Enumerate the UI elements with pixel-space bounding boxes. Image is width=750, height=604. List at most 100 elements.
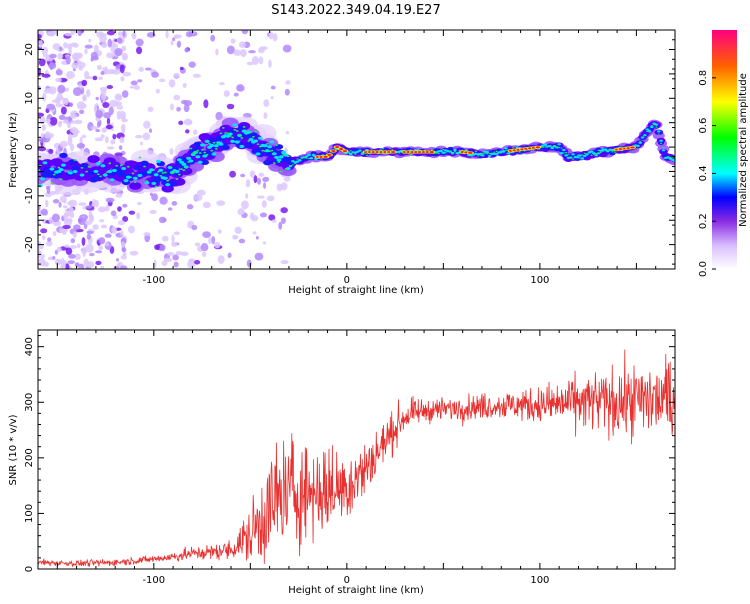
noise-blob bbox=[115, 193, 123, 198]
ridge-mark bbox=[234, 140, 240, 144]
ridge-mark bbox=[193, 141, 203, 148]
y-tick-label: 0 bbox=[24, 144, 35, 150]
ridge-mark bbox=[121, 166, 127, 171]
ridge-mark bbox=[158, 168, 164, 172]
ridge-mark bbox=[603, 148, 608, 151]
noise-blob bbox=[147, 106, 154, 113]
ridge-mark bbox=[143, 165, 146, 168]
ridge-mark bbox=[501, 150, 506, 153]
ridge-mark bbox=[151, 181, 157, 186]
noise-blob bbox=[86, 89, 91, 98]
noise-blob bbox=[282, 44, 292, 53]
noise-blob bbox=[114, 101, 122, 106]
ridge-mark bbox=[477, 155, 480, 157]
ridge-mark bbox=[261, 149, 265, 152]
ridge-mark bbox=[504, 147, 508, 150]
ridge-mark bbox=[49, 167, 55, 171]
snr-panel: -100 0 100 0 100 200 300 400 Height of straight… bbox=[8, 329, 676, 596]
noise-blob bbox=[60, 106, 67, 115]
ridge-mark bbox=[147, 171, 151, 173]
noise-blob bbox=[236, 84, 245, 92]
noise-blob bbox=[173, 72, 180, 78]
noise-blob bbox=[266, 195, 275, 202]
noise-blob bbox=[118, 145, 123, 150]
noise-blob bbox=[49, 53, 57, 59]
ridge-mark bbox=[444, 152, 447, 154]
ridge-mark bbox=[409, 154, 412, 156]
noise-blob bbox=[139, 141, 144, 146]
ridge-mark bbox=[254, 130, 258, 133]
noise-blob bbox=[106, 30, 116, 36]
noise-blob bbox=[215, 111, 223, 121]
ridge-mark bbox=[304, 155, 309, 158]
noise-blob bbox=[194, 242, 201, 247]
ridge-mark bbox=[611, 151, 614, 153]
ridge-mark bbox=[664, 156, 667, 158]
ridge-mark bbox=[70, 165, 80, 172]
ridge-mark bbox=[284, 167, 288, 170]
ridge-mark bbox=[295, 160, 300, 163]
ridge-mark bbox=[133, 165, 142, 171]
noise-blob bbox=[188, 61, 196, 68]
peak-mark bbox=[323, 155, 328, 158]
noise-blob bbox=[92, 224, 99, 230]
noise-blob bbox=[257, 177, 261, 185]
ridge-mark bbox=[203, 151, 207, 154]
ridge-mark bbox=[532, 149, 535, 151]
y-tick-label: -20 bbox=[24, 236, 35, 252]
noise-blob bbox=[283, 176, 291, 182]
noise-blob bbox=[246, 61, 254, 66]
noise-blob bbox=[42, 92, 47, 102]
noise-blob bbox=[154, 244, 160, 250]
noise-blob bbox=[188, 31, 198, 37]
noise-blob bbox=[98, 245, 103, 251]
noise-blob bbox=[285, 130, 290, 135]
noise-blob bbox=[95, 250, 103, 254]
ridge-mark bbox=[308, 158, 311, 160]
ridge-mark bbox=[451, 153, 454, 155]
ridge-mark bbox=[224, 132, 228, 134]
noise-blob bbox=[258, 46, 268, 51]
noise-blob bbox=[117, 31, 123, 37]
noise-blob bbox=[111, 39, 116, 48]
noise-blob bbox=[202, 231, 211, 238]
noise-blob bbox=[253, 175, 258, 184]
noise-blob bbox=[84, 70, 90, 80]
noise-blob bbox=[214, 241, 221, 249]
ridge-mark bbox=[87, 155, 100, 164]
ridge-mark bbox=[449, 151, 452, 153]
noise-blob bbox=[167, 207, 173, 211]
ridge-mark bbox=[106, 171, 109, 173]
ridge-mark bbox=[660, 142, 663, 144]
noise-blob bbox=[171, 234, 175, 243]
ridge-mark bbox=[161, 184, 174, 193]
ridge-mark bbox=[126, 165, 130, 168]
ridge-mark bbox=[212, 141, 216, 144]
ridge-mark bbox=[655, 126, 658, 128]
noise-blob bbox=[226, 103, 235, 110]
ridge-mark bbox=[145, 180, 149, 183]
noise-blob bbox=[75, 54, 82, 58]
noise-blob bbox=[121, 52, 129, 61]
noise-blob bbox=[114, 47, 123, 57]
snr-frame bbox=[37, 329, 676, 570]
noise-blob bbox=[89, 252, 95, 257]
noise-blob bbox=[168, 79, 176, 88]
noise-blob bbox=[81, 134, 87, 139]
noise-blob bbox=[263, 182, 267, 189]
noise-blob bbox=[62, 205, 68, 209]
noise-blob bbox=[95, 110, 104, 119]
noise-blob bbox=[278, 221, 283, 230]
ridge-mark bbox=[200, 159, 210, 166]
ridge-mark bbox=[439, 150, 443, 153]
noise-blob bbox=[120, 254, 127, 260]
y-tick-label: 10 bbox=[24, 92, 35, 105]
noise-blob bbox=[122, 30, 126, 38]
noise-blob bbox=[120, 76, 125, 82]
ridge-mark bbox=[289, 164, 292, 167]
noise-blob bbox=[58, 114, 66, 121]
ridge-mark bbox=[256, 143, 260, 146]
noise-blob bbox=[119, 64, 125, 74]
noise-blob bbox=[82, 94, 87, 102]
